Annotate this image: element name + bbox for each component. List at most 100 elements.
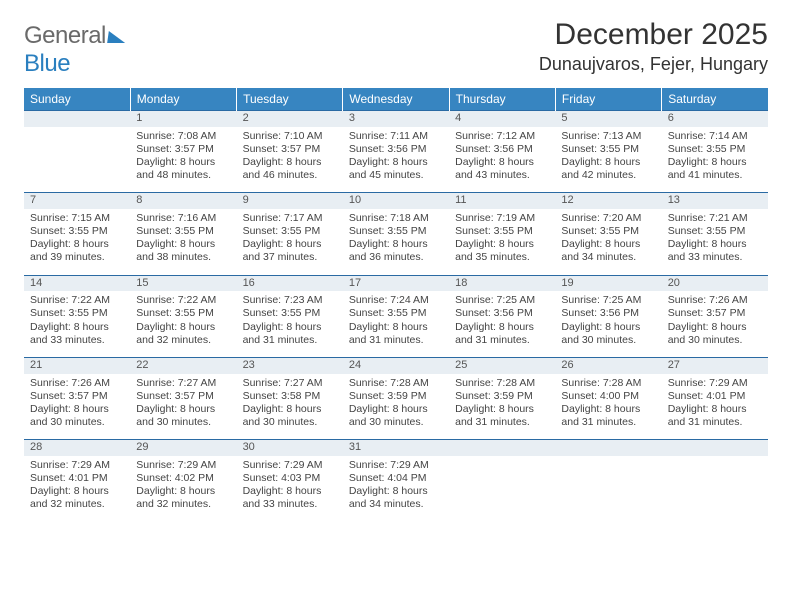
day-detail-line: Sunset: 4:03 PM [243, 472, 337, 485]
day-detail-line: Daylight: 8 hours [561, 321, 655, 334]
day-cell: Sunrise: 7:29 AMSunset: 4:03 PMDaylight:… [237, 456, 343, 522]
day-cell: Sunrise: 7:19 AMSunset: 3:55 PMDaylight:… [449, 209, 555, 275]
day-detail-line: and 32 minutes. [136, 498, 230, 511]
day-detail-line: Daylight: 8 hours [243, 321, 337, 334]
day-cell: Sunrise: 7:17 AMSunset: 3:55 PMDaylight:… [237, 209, 343, 275]
day-detail-line: Sunrise: 7:26 AM [30, 377, 124, 390]
day-number: 21 [24, 357, 130, 373]
day-detail-line: Sunset: 3:55 PM [136, 307, 230, 320]
day-detail-line: Sunset: 3:55 PM [455, 225, 549, 238]
logo: General Blue [24, 18, 126, 78]
day-detail-line: Daylight: 8 hours [243, 156, 337, 169]
day-detail-line: Sunset: 3:57 PM [668, 307, 762, 320]
calendar-body: 123456Sunrise: 7:08 AMSunset: 3:57 PMDay… [24, 111, 768, 522]
day-detail-line: Sunrise: 7:29 AM [243, 459, 337, 472]
day-detail-line: Sunrise: 7:28 AM [455, 377, 549, 390]
day-number: 20 [662, 275, 768, 291]
day-number: 2 [237, 111, 343, 127]
day-detail-line: Sunset: 3:56 PM [455, 307, 549, 320]
day-number: 11 [449, 193, 555, 209]
day-number: 25 [449, 357, 555, 373]
day-cell: Sunrise: 7:22 AMSunset: 3:55 PMDaylight:… [130, 291, 236, 357]
day-cell: Sunrise: 7:26 AMSunset: 3:57 PMDaylight:… [662, 291, 768, 357]
day-detail-line: Sunrise: 7:16 AM [136, 212, 230, 225]
day-number: 31 [343, 440, 449, 456]
day-detail-line: Sunset: 3:56 PM [349, 143, 443, 156]
day-number: 10 [343, 193, 449, 209]
day-detail-line: Sunrise: 7:15 AM [30, 212, 124, 225]
day-detail-line: Sunset: 3:55 PM [349, 225, 443, 238]
header: General Blue December 2025 Dunaujvaros, … [24, 18, 768, 78]
day-detail-line: Sunrise: 7:14 AM [668, 130, 762, 143]
day-detail-line: Sunrise: 7:27 AM [136, 377, 230, 390]
day-number: 19 [555, 275, 661, 291]
day-number: 23 [237, 357, 343, 373]
day-detail-line: Sunrise: 7:08 AM [136, 130, 230, 143]
day-detail-line: Sunset: 4:01 PM [30, 472, 124, 485]
weekday-header: Friday [555, 88, 661, 111]
day-detail-line: and 30 minutes. [668, 334, 762, 347]
day-number: 30 [237, 440, 343, 456]
day-cell: Sunrise: 7:29 AMSunset: 4:02 PMDaylight:… [130, 456, 236, 522]
day-number: 4 [449, 111, 555, 127]
day-number: 22 [130, 357, 236, 373]
day-cell: Sunrise: 7:16 AMSunset: 3:55 PMDaylight:… [130, 209, 236, 275]
day-cell: Sunrise: 7:28 AMSunset: 3:59 PMDaylight:… [343, 374, 449, 440]
day-detail-line: Daylight: 8 hours [136, 321, 230, 334]
day-detail-line: and 34 minutes. [349, 498, 443, 511]
day-detail-line: Sunrise: 7:29 AM [349, 459, 443, 472]
day-number: 28 [24, 440, 130, 456]
day-cell: Sunrise: 7:28 AMSunset: 3:59 PMDaylight:… [449, 374, 555, 440]
day-cell: Sunrise: 7:27 AMSunset: 3:57 PMDaylight:… [130, 374, 236, 440]
day-detail-line: Sunrise: 7:13 AM [561, 130, 655, 143]
day-detail-line: and 33 minutes. [30, 334, 124, 347]
day-detail-line: Sunset: 3:55 PM [30, 225, 124, 238]
day-cell: Sunrise: 7:20 AMSunset: 3:55 PMDaylight:… [555, 209, 661, 275]
day-detail-line: Sunrise: 7:20 AM [561, 212, 655, 225]
day-cell: Sunrise: 7:25 AMSunset: 3:56 PMDaylight:… [555, 291, 661, 357]
day-cell: Sunrise: 7:27 AMSunset: 3:58 PMDaylight:… [237, 374, 343, 440]
day-number: 8 [130, 193, 236, 209]
day-detail-line: Sunrise: 7:23 AM [243, 294, 337, 307]
day-detail-line: and 33 minutes. [243, 498, 337, 511]
day-detail-line: Sunrise: 7:29 AM [136, 459, 230, 472]
day-detail-line: and 36 minutes. [349, 251, 443, 264]
day-detail-line: and 41 minutes. [668, 169, 762, 182]
day-detail-line: Sunset: 3:57 PM [136, 390, 230, 403]
day-number-row: 14151617181920 [24, 275, 768, 291]
day-detail-line: and 31 minutes. [349, 334, 443, 347]
day-detail-line: Sunset: 3:55 PM [349, 307, 443, 320]
day-cell: Sunrise: 7:28 AMSunset: 4:00 PMDaylight:… [555, 374, 661, 440]
day-detail-line: and 30 minutes. [243, 416, 337, 429]
day-content-row: Sunrise: 7:26 AM Sunset: 3:57 PMDaylight:… [24, 374, 768, 440]
day-detail-line: and 34 minutes. [561, 251, 655, 264]
day-detail-line: Sunrise: 7:22 AM [30, 294, 124, 307]
day-content-row: Sunrise: 7:22 AMSunset: 3:55 PMDaylight:… [24, 291, 768, 357]
day-detail-line: Daylight: 8 hours [136, 403, 230, 416]
day-cell: Sunrise: 7:24 AMSunset: 3:55 PMDaylight:… [343, 291, 449, 357]
day-detail-line: Sunrise: 7:17 AM [243, 212, 337, 225]
day-number-row: 28293031 [24, 440, 768, 456]
day-number: 13 [662, 193, 768, 209]
day-detail-line: and 43 minutes. [455, 169, 549, 182]
day-detail-line: and 48 minutes. [136, 169, 230, 182]
day-detail-line: Sunrise: 7:22 AM [136, 294, 230, 307]
day-detail-line: Sunrise: 7:21 AM [668, 212, 762, 225]
day-number-row: 78910111213 [24, 193, 768, 209]
day-detail-line: and 37 minutes. [243, 251, 337, 264]
day-detail-line: Sunrise: 7:12 AM [455, 130, 549, 143]
day-detail-line: Daylight: 8 hours [30, 238, 124, 251]
day-cell: Sunrise: 7:08 AMSunset: 3:57 PMDaylight:… [130, 127, 236, 193]
day-number: 26 [555, 357, 661, 373]
day-number: 14 [24, 275, 130, 291]
day-detail-line: Daylight: 8 hours [136, 485, 230, 498]
day-content-row: Sunrise: 7:29 AM Sunset: 4:01 PM Daylight:… [24, 456, 768, 522]
day-detail-line: Daylight: 8 hours [136, 156, 230, 169]
day-number-row: 123456 [24, 111, 768, 127]
day-detail-line: Sunset: 3:56 PM [561, 307, 655, 320]
day-detail-line: Sunset: 3:55 PM [561, 225, 655, 238]
day-number: 17 [343, 275, 449, 291]
day-detail-line: Sunset: 3:59 PM [349, 390, 443, 403]
weekday-header: Monday [130, 88, 236, 111]
day-detail-line: Daylight: 8 hours [455, 156, 549, 169]
